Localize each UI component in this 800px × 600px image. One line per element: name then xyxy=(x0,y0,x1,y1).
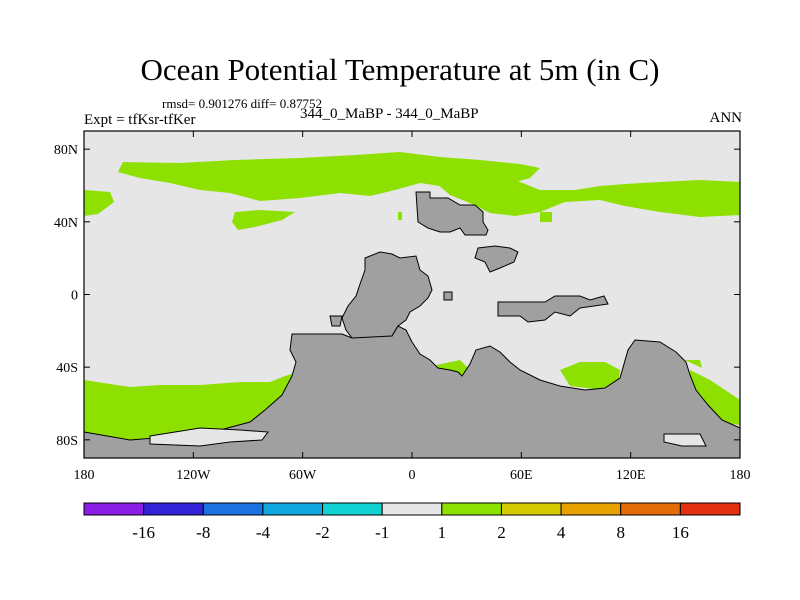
colorbar-label: -16 xyxy=(132,523,155,542)
colorbar-label: -4 xyxy=(256,523,271,542)
colorbar-swatch xyxy=(441,502,502,516)
colorbar-swatch xyxy=(679,502,741,516)
colorbar-swatch xyxy=(202,502,264,516)
stats-text: rmsd= 0.901276 diff= 0.87752 xyxy=(162,96,322,111)
colorbar-label: -8 xyxy=(196,523,210,542)
colorbar-label: -2 xyxy=(315,523,329,542)
colorbar-swatch xyxy=(620,502,681,516)
tick-labels: 180 120W 60W 0 60E 120E 180 80N 40N 0 40S 80S xyxy=(54,143,751,483)
y-tick-label: 40S xyxy=(56,361,78,376)
colorbar-swatch xyxy=(143,502,204,516)
colorbar-label: -1 xyxy=(375,523,389,542)
colorbar-label: 8 xyxy=(616,523,625,542)
chart-title: Ocean Potential Temperature at 5m (in C) xyxy=(140,52,660,87)
colorbar-label: 16 xyxy=(672,523,689,542)
x-tick-label: 180 xyxy=(74,468,95,483)
y-tick-label: 40N xyxy=(54,216,78,231)
experiment-label: Expt = tfKsr-tfKer xyxy=(84,112,196,128)
y-tick-label: 0 xyxy=(71,289,78,304)
colorbar xyxy=(83,502,741,516)
colorbar-swatch xyxy=(500,502,562,516)
colorbar-labels: -16 -8 -4 -2 -1 1 2 4 8 16 xyxy=(132,523,689,542)
north-warm-band xyxy=(84,152,740,230)
colorbar-label: 2 xyxy=(497,523,506,542)
y-tick-label: 80S xyxy=(56,434,78,449)
colorbar-swatch xyxy=(83,502,145,516)
chart-subtitle: 344_0_MaBP - 344_0_MaBP xyxy=(300,106,479,122)
x-tick-label: 120W xyxy=(176,468,211,483)
colorbar-label: 1 xyxy=(438,523,447,542)
colorbar-label: 4 xyxy=(557,523,566,542)
x-tick-label: 60E xyxy=(510,468,533,483)
land-mask xyxy=(83,191,741,459)
colorbar-swatch xyxy=(322,502,383,516)
x-tick-label: 60W xyxy=(289,468,317,483)
season-label: ANN xyxy=(709,110,743,126)
plot-area: 180 120W 60W 0 60E 120E 180 80N 40N 0 40S 80S xyxy=(54,130,751,483)
colorbar-swatch xyxy=(560,502,622,516)
tick-marks xyxy=(83,131,741,458)
colorbar-swatch xyxy=(262,502,324,516)
y-tick-label: 80N xyxy=(54,143,78,158)
x-tick-label: 180 xyxy=(730,468,751,483)
x-tick-label: 0 xyxy=(409,468,416,483)
colorbar-swatch xyxy=(381,502,443,516)
x-tick-label: 120E xyxy=(616,468,646,483)
